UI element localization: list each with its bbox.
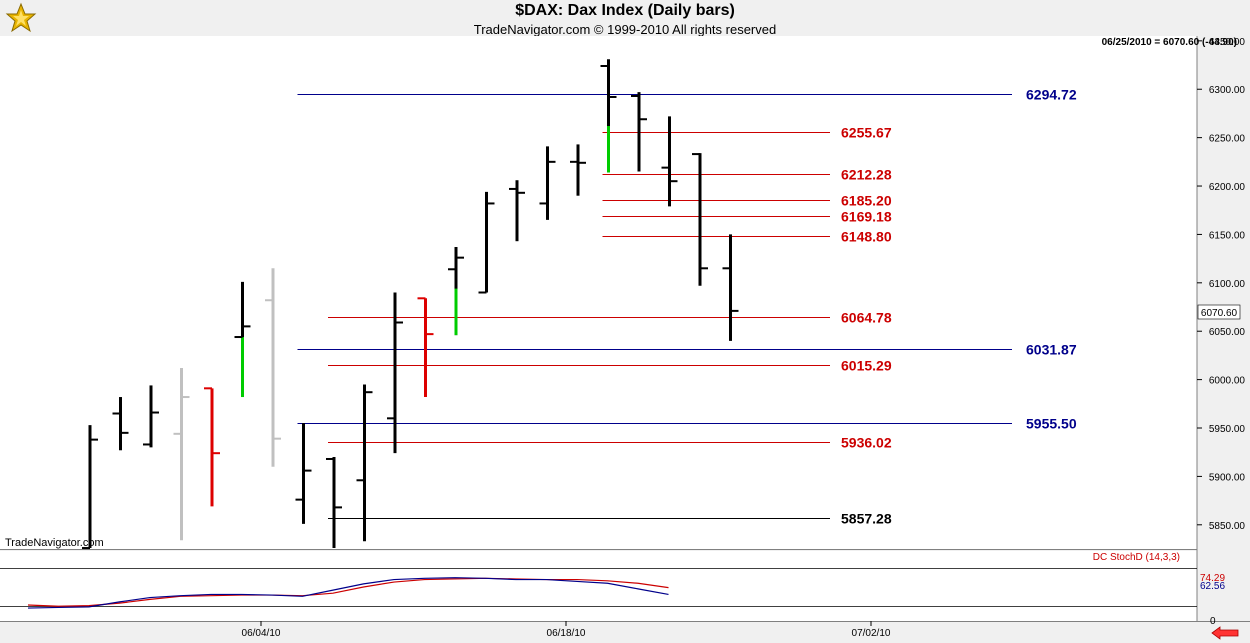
ohlc-bar: [326, 457, 342, 549]
ohlc-bar: [204, 387, 220, 507]
stoch-value-blue: 62.56: [1200, 581, 1225, 592]
x-axis-labels: 06/04/10 06/18/10 07/02/10: [242, 621, 891, 639]
ohlc-bar: [356, 384, 373, 542]
price-axis: [1197, 36, 1250, 621]
ohlc-bar: [234, 281, 251, 398]
stochastic-indicator: [0, 568, 1197, 609]
last-price-box: [1197, 304, 1241, 320]
status-line: 06/25/2010 = 6070.60 (-44.90): [1102, 37, 1237, 48]
ohlc-bar: [631, 92, 647, 172]
y-tick-label: 6150.00: [1209, 230, 1246, 241]
level-label: 5936.02: [841, 435, 892, 451]
ohlc-bar: [539, 146, 556, 220]
stoch-value-red: 74.29: [1200, 573, 1225, 584]
scroll-right-arrow-icon[interactable]: [1210, 626, 1240, 640]
ohlc-bar: [295, 423, 312, 524]
ohlc-bar: [448, 247, 464, 336]
y-tick-label: 6300.00: [1209, 85, 1246, 96]
level-label: 6255.67: [841, 125, 892, 141]
level-label: 5857.28: [841, 511, 892, 527]
ohlc-bar: [570, 144, 586, 196]
ohlc-bar: [509, 180, 525, 242]
ohlc-bar: [112, 397, 129, 451]
indicator-zero-label: 0: [1210, 616, 1216, 627]
y-axis-ticks: 5850.00 5900.00 5950.00 6000.00 6050.00 6100.…: [1197, 37, 1245, 532]
ohlc-bar: [661, 116, 678, 207]
ohlc-bar: [417, 297, 434, 398]
ohlc-bar: [722, 234, 739, 341]
y-tick-label: 6250.00: [1209, 134, 1246, 145]
ohlc-bars: [82, 59, 739, 550]
level-label: 6169.18: [841, 209, 892, 225]
ohlc-bar: [265, 268, 281, 467]
stoch-series-line: [27, 577, 669, 607]
watermark: TradeNavigator.com: [5, 537, 104, 549]
level-label: 5955.50: [1026, 416, 1077, 432]
y-tick-label: 6100.00: [1209, 279, 1246, 290]
level-label: 6064.78: [841, 310, 892, 326]
level-label: 6212.28: [841, 167, 892, 183]
chart-copyright: TradeNavigator.com © 1999-2010 All right…: [473, 22, 777, 37]
level-label: 6031.87: [1026, 342, 1077, 358]
ohlc-bar: [143, 385, 159, 448]
ohlc-bar: [82, 425, 98, 550]
ohlc-bar: [173, 367, 190, 541]
chart-title: $DAX: Dax Index (Daily bars): [515, 2, 735, 19]
level-label: 6294.72: [1026, 87, 1077, 103]
ohlc-bar: [692, 153, 708, 286]
level-label: 6185.20: [841, 193, 892, 209]
y-tick-label: 6000.00: [1209, 376, 1246, 387]
y-tick-label: 5950.00: [1209, 424, 1246, 435]
ohlc-bar: [478, 191, 495, 294]
y-tick-label: 5850.00: [1209, 521, 1246, 532]
y-tick-label: 5900.00: [1209, 472, 1246, 483]
level-label: 6148.80: [841, 229, 892, 245]
price-panel: [0, 36, 1197, 549]
y-tick-label: 6050.00: [1209, 327, 1246, 338]
last-price-label: 6070.60: [1201, 308, 1238, 319]
indicator-title: DC StochD (14,3,3): [1093, 552, 1180, 563]
ohlc-bar: [600, 59, 617, 173]
level-label: 6015.29: [841, 358, 892, 374]
ohlc-bar: [387, 292, 403, 454]
x-tick-label: 06/18/10: [547, 628, 586, 639]
indicator-panel: [0, 551, 1197, 621]
y-tick-label: 6200.00: [1209, 182, 1246, 193]
trade-navigator-logo-icon: [5, 2, 37, 33]
stoch-series-line: [27, 577, 669, 609]
y-tick-label: 6350.00: [1209, 37, 1246, 48]
x-tick-label: 06/04/10: [242, 628, 281, 639]
x-tick-label: 07/02/10: [852, 628, 891, 639]
